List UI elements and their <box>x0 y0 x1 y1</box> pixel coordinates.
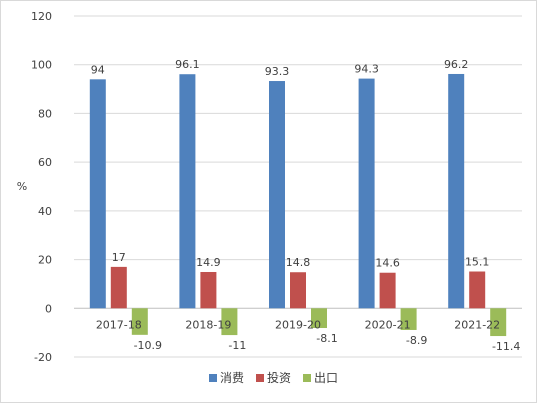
legend-swatch <box>256 374 264 382</box>
bar <box>179 74 196 309</box>
bars <box>89 73 507 337</box>
bar <box>379 272 396 309</box>
bar <box>448 73 465 309</box>
y-tick-label: -20 <box>34 351 52 364</box>
data-label: 96.2 <box>444 58 469 71</box>
bar <box>490 308 507 337</box>
gridlines <box>74 15 522 358</box>
y-tick-label: 20 <box>38 254 52 267</box>
data-label: 17 <box>112 251 126 264</box>
bar <box>221 308 238 336</box>
bar <box>269 81 285 309</box>
data-labels: 94 17 -10.9 96.1 14.9 -11 93.3 14.8 -8.1 94.3 14.6… <box>91 58 521 353</box>
x-tick-label: 2021-22 <box>454 318 500 331</box>
x-tick-label: 2017-18 <box>96 318 142 331</box>
data-label: -11.4 <box>492 340 520 353</box>
legend-label: 出口 <box>314 371 338 385</box>
y-tick-label: 40 <box>38 205 52 218</box>
bar <box>290 272 306 309</box>
data-label: 93.3 <box>265 65 290 78</box>
data-label: 94.3 <box>354 63 379 76</box>
legend-label: 投资 <box>267 370 291 385</box>
x-axis-ticks: 2017-18 2018-19 2019-20 2020-21 2021-22 <box>96 318 500 331</box>
data-label: 14.8 <box>286 256 311 269</box>
bar <box>89 79 106 309</box>
x-tick-label: 2019-20 <box>275 318 321 331</box>
y-axis-label: % <box>17 180 27 193</box>
data-label: -8.1 <box>316 332 337 345</box>
data-label: 15.1 <box>465 256 490 269</box>
bar <box>110 266 127 309</box>
bar <box>311 308 327 329</box>
bar <box>131 308 148 335</box>
bar <box>400 308 417 330</box>
legend-swatch <box>303 374 311 382</box>
bar <box>200 271 217 309</box>
y-tick-label: 100 <box>31 59 52 72</box>
bar <box>469 271 486 309</box>
y-axis-ticks: -20 0 20 40 60 80 100 120 <box>31 10 52 364</box>
x-tick-label: 2020-21 <box>365 318 411 331</box>
data-label: 94 <box>91 63 105 76</box>
data-label: 14.9 <box>196 256 221 269</box>
data-label: 14.6 <box>375 257 400 270</box>
y-tick-label: 120 <box>31 10 52 23</box>
legend-label: 消费 <box>220 371 244 385</box>
legend: 消费 投资 出口 <box>209 370 338 385</box>
y-tick-label: 80 <box>38 107 52 120</box>
data-label: 96.1 <box>175 58 200 71</box>
data-label: -10.9 <box>134 339 162 352</box>
y-tick-label: 0 <box>45 302 52 315</box>
bar <box>358 78 375 309</box>
legend-swatch <box>209 374 217 382</box>
x-tick-label: 2018-19 <box>185 318 231 331</box>
data-label: -11 <box>228 339 246 352</box>
y-tick-label: 60 <box>38 156 52 169</box>
data-label: -8.9 <box>406 334 427 347</box>
